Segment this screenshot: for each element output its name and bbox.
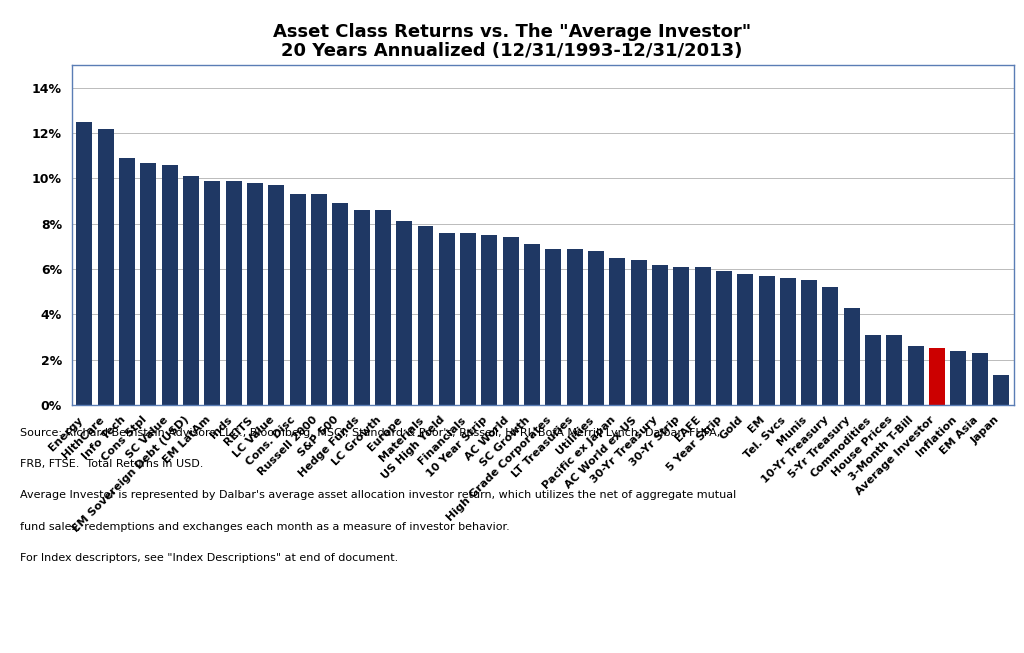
Bar bbox=[460, 233, 476, 405]
Text: FRB, FTSE.  Total Returns in USD.: FRB, FTSE. Total Returns in USD. bbox=[20, 459, 204, 469]
Bar bbox=[140, 163, 157, 405]
Bar bbox=[353, 210, 370, 405]
Bar bbox=[77, 122, 92, 405]
Bar bbox=[418, 226, 433, 405]
Bar bbox=[183, 176, 199, 405]
Bar bbox=[737, 274, 754, 405]
Bar bbox=[993, 375, 1009, 405]
Bar bbox=[119, 158, 135, 405]
Bar bbox=[907, 346, 924, 405]
Text: Average Investor is represented by Dalbar's average asset allocation investor re: Average Investor is represented by Dalba… bbox=[20, 490, 736, 500]
Bar bbox=[865, 335, 881, 405]
Text: 20 Years Annualized (12/31/1993-12/31/2013): 20 Years Annualized (12/31/1993-12/31/20… bbox=[282, 42, 742, 61]
Bar bbox=[716, 271, 732, 405]
Bar bbox=[972, 353, 988, 405]
Bar bbox=[162, 165, 178, 405]
Bar bbox=[290, 195, 305, 405]
Text: Asset Class Returns vs. The "Average Investor": Asset Class Returns vs. The "Average Inv… bbox=[272, 23, 752, 41]
Bar bbox=[631, 260, 646, 405]
Bar bbox=[97, 129, 114, 405]
Bar bbox=[588, 251, 604, 405]
Bar bbox=[375, 210, 391, 405]
Bar bbox=[332, 203, 348, 405]
Bar bbox=[566, 249, 583, 405]
Bar bbox=[694, 267, 711, 405]
Text: For Index descriptors, see "Index Descriptions" at end of document.: For Index descriptors, see "Index Descri… bbox=[20, 553, 398, 563]
Bar bbox=[205, 181, 220, 405]
Bar bbox=[396, 221, 413, 405]
Text: fund sales, redemptions and exchanges each month as a measure of investor behavi: fund sales, redemptions and exchanges ea… bbox=[20, 522, 510, 532]
Bar bbox=[439, 233, 455, 405]
Bar bbox=[609, 258, 626, 405]
Bar bbox=[887, 335, 902, 405]
Bar bbox=[929, 348, 945, 405]
Bar bbox=[844, 308, 860, 405]
Bar bbox=[822, 287, 839, 405]
Bar bbox=[524, 244, 540, 405]
Bar bbox=[759, 276, 774, 405]
Bar bbox=[801, 280, 817, 405]
Bar bbox=[247, 183, 263, 405]
Bar bbox=[268, 185, 285, 405]
Bar bbox=[652, 264, 668, 405]
Bar bbox=[673, 267, 689, 405]
Bar bbox=[780, 278, 796, 405]
Bar bbox=[950, 351, 967, 405]
Bar bbox=[503, 237, 519, 405]
Bar bbox=[311, 195, 327, 405]
Bar bbox=[481, 235, 498, 405]
Bar bbox=[546, 249, 561, 405]
Text: Source: Richard Bernstein Advisors LLC., Bloomberg, MSCI, Standard & Poor's, Rus: Source: Richard Bernstein Advisors LLC.,… bbox=[20, 428, 721, 438]
Bar bbox=[225, 181, 242, 405]
